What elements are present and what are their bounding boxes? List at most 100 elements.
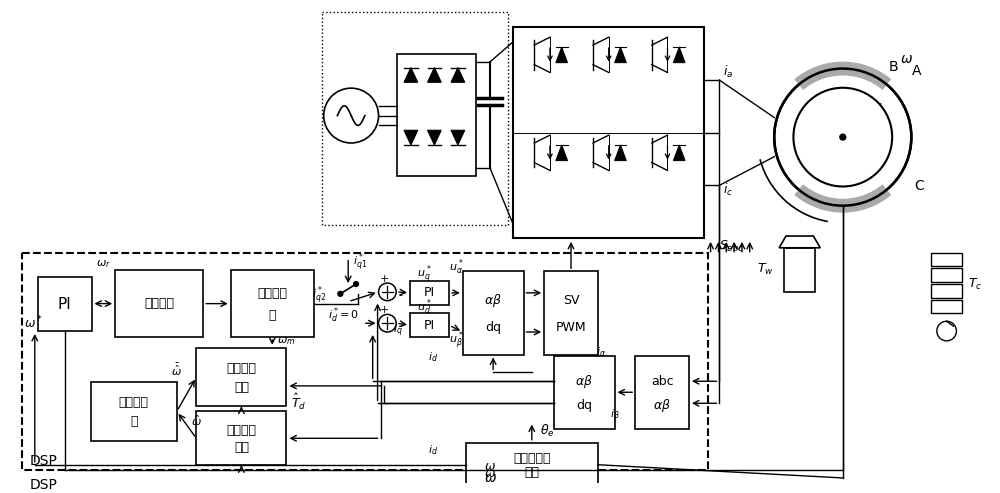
Text: +: +	[380, 306, 389, 316]
Text: $\omega_r$: $\omega_r$	[96, 258, 111, 270]
Text: $\omega_m$: $\omega_m$	[277, 335, 296, 347]
Text: $u_\beta^*$: $u_\beta^*$	[449, 330, 463, 352]
Text: PI: PI	[424, 318, 435, 332]
FancyBboxPatch shape	[91, 382, 177, 441]
Text: PI: PI	[58, 297, 72, 312]
Text: $u_d^*$: $u_d^*$	[417, 298, 431, 317]
Text: abc: abc	[651, 375, 673, 387]
Text: $i_\beta$: $i_\beta$	[610, 408, 619, 424]
FancyBboxPatch shape	[931, 253, 962, 266]
Text: $i_q$: $i_q$	[393, 323, 403, 339]
Text: $T_w$: $T_w$	[757, 262, 774, 277]
Text: 低通滤波: 低通滤波	[119, 396, 149, 409]
Text: $i_{q2}^*$: $i_{q2}^*$	[312, 284, 326, 307]
FancyBboxPatch shape	[466, 443, 598, 487]
FancyBboxPatch shape	[544, 271, 598, 354]
Text: B: B	[889, 60, 899, 73]
Text: $u_\alpha^*$: $u_\alpha^*$	[449, 257, 463, 277]
Text: 预测控制: 预测控制	[257, 287, 287, 300]
FancyBboxPatch shape	[196, 411, 286, 465]
Text: $\omega$: $\omega$	[484, 459, 496, 473]
Polygon shape	[615, 47, 626, 63]
Polygon shape	[556, 47, 568, 63]
FancyBboxPatch shape	[931, 300, 962, 314]
Text: $\hat{T}_d$: $\hat{T}_d$	[291, 391, 306, 412]
Circle shape	[840, 134, 846, 140]
Text: $\hat{\omega}$: $\hat{\omega}$	[191, 414, 202, 428]
Circle shape	[793, 88, 892, 186]
Text: PI: PI	[424, 286, 435, 299]
Text: C: C	[914, 179, 924, 193]
Circle shape	[338, 291, 343, 296]
FancyBboxPatch shape	[463, 271, 524, 354]
Polygon shape	[673, 145, 685, 161]
Text: $\omega^*$: $\omega^*$	[24, 315, 43, 331]
FancyBboxPatch shape	[196, 348, 286, 406]
Text: $T_c$: $T_c$	[968, 277, 982, 291]
Text: 位置和速度: 位置和速度	[513, 452, 551, 464]
FancyBboxPatch shape	[115, 270, 203, 337]
Polygon shape	[404, 130, 418, 145]
Polygon shape	[779, 236, 820, 248]
Text: +: +	[380, 274, 389, 284]
FancyBboxPatch shape	[931, 268, 962, 282]
Text: $i_d$: $i_d$	[428, 351, 438, 364]
Circle shape	[937, 321, 956, 341]
Text: 器: 器	[269, 309, 276, 322]
Text: -: -	[398, 290, 402, 300]
Polygon shape	[556, 145, 568, 161]
Text: SV: SV	[563, 294, 579, 307]
Polygon shape	[451, 68, 465, 82]
Polygon shape	[404, 68, 418, 82]
Text: $i_\alpha$: $i_\alpha$	[596, 346, 606, 359]
Text: 环节: 环节	[234, 442, 249, 455]
Polygon shape	[451, 130, 465, 145]
Text: PWM: PWM	[556, 321, 586, 334]
Text: dq: dq	[485, 321, 501, 334]
Circle shape	[379, 315, 396, 332]
Text: 速度预测: 速度预测	[226, 362, 256, 375]
Text: $i_{q1}^*$: $i_{q1}^*$	[353, 251, 367, 274]
Text: $\bar{\hat{\omega}}$: $\bar{\hat{\omega}}$	[171, 361, 182, 378]
Text: 环节: 环节	[234, 381, 249, 394]
FancyBboxPatch shape	[513, 28, 704, 238]
Text: $\alpha\beta$: $\alpha\beta$	[653, 397, 671, 414]
Text: $i_d^*\!=0$: $i_d^*\!=0$	[328, 306, 359, 325]
FancyBboxPatch shape	[231, 270, 314, 337]
FancyBboxPatch shape	[931, 284, 962, 298]
Text: 参考轨迹: 参考轨迹	[144, 297, 174, 310]
Text: $i_a$: $i_a$	[723, 64, 734, 80]
Text: A: A	[912, 64, 921, 77]
Text: $\alpha\beta$: $\alpha\beta$	[575, 373, 593, 390]
Text: $S_{abc}$: $S_{abc}$	[719, 239, 745, 254]
Circle shape	[774, 69, 911, 206]
Text: 计算: 计算	[524, 466, 539, 479]
Polygon shape	[673, 47, 685, 63]
Text: DSP: DSP	[30, 454, 58, 468]
Text: dq: dq	[576, 399, 592, 412]
Text: $u_q^*$: $u_q^*$	[417, 264, 431, 286]
FancyBboxPatch shape	[410, 281, 449, 305]
Circle shape	[354, 282, 358, 286]
FancyBboxPatch shape	[784, 248, 815, 292]
Text: $\omega$: $\omega$	[484, 466, 496, 480]
Text: $i_d$: $i_d$	[428, 444, 438, 458]
Text: DSP: DSP	[30, 478, 58, 492]
Polygon shape	[615, 145, 626, 161]
Text: $\omega$: $\omega$	[484, 471, 497, 485]
FancyBboxPatch shape	[397, 54, 476, 176]
Text: $i_c$: $i_c$	[723, 182, 733, 198]
Text: -: -	[398, 321, 402, 331]
Text: $\alpha\beta$: $\alpha\beta$	[484, 292, 502, 309]
Polygon shape	[428, 68, 441, 82]
Polygon shape	[428, 130, 441, 145]
Circle shape	[379, 283, 396, 301]
Text: $\omega$: $\omega$	[900, 52, 913, 66]
Text: 模型校正: 模型校正	[226, 423, 256, 437]
Text: 器: 器	[130, 416, 137, 428]
Text: $\theta_e$: $\theta_e$	[540, 423, 554, 439]
FancyBboxPatch shape	[635, 355, 689, 429]
FancyBboxPatch shape	[38, 277, 92, 331]
FancyBboxPatch shape	[410, 314, 449, 337]
FancyBboxPatch shape	[554, 355, 615, 429]
